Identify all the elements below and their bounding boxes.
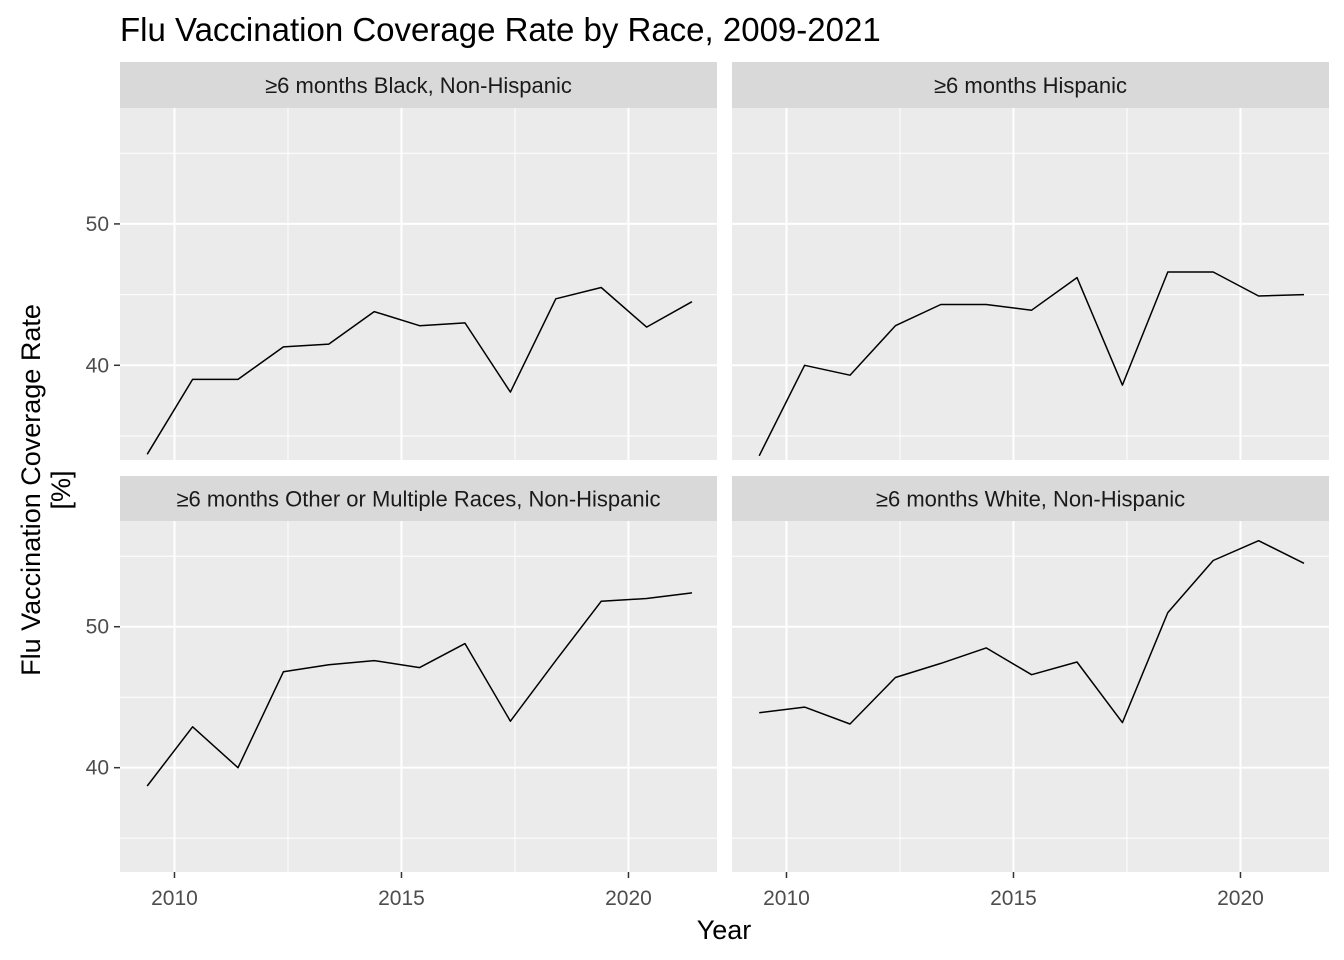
series-line [146, 592, 693, 787]
series-line [758, 271, 1305, 457]
axes-layer: 40 50 40 50 2010 2015 2020 2010 2015 2020 [86, 213, 1264, 910]
x-tick-label: 2010 [763, 887, 810, 910]
panels-layer: ≥6 months Black, Non-Hispanic ≥6 months H… [120, 62, 1329, 872]
chart-title: Flu Vaccination Coverage Rate by Race, 2… [120, 11, 881, 48]
panel-strip [120, 62, 717, 108]
panel-2: ≥6 months Hispanic [732, 62, 1329, 460]
series-line [146, 286, 693, 455]
y-tick-label: 50 [86, 213, 109, 236]
panel-4: ≥6 months White, Non-Hispanic [732, 476, 1329, 872]
panel-strip [120, 476, 717, 521]
panel-background [732, 108, 1329, 460]
y-tick-label: 40 [86, 354, 109, 377]
y-axis-title: Flu Vaccination Coverage Rate [%] [16, 304, 76, 676]
y-tick-label: 40 [86, 757, 109, 780]
x-tick-label: 2020 [605, 887, 652, 910]
panel-background [120, 521, 717, 872]
panel-background [732, 521, 1329, 872]
y-tick-label: 50 [86, 616, 109, 639]
y-axis-title-line-1: Flu Vaccination Coverage Rate [16, 304, 46, 676]
x-tick-label: 2010 [151, 887, 198, 910]
panel-3: ≥6 months Other or Multiple Races, Non-H… [120, 476, 717, 872]
x-axis-title: Year [697, 915, 752, 945]
panel-strip-label: ≥6 months White, Non-Hispanic [876, 487, 1185, 512]
panel-strip-label: ≥6 months Other or Multiple Races, Non-H… [176, 487, 660, 512]
panel-strip [732, 62, 1329, 108]
panel-strip-label: ≥6 months Black, Non-Hispanic [265, 73, 572, 98]
x-tick-label: 2015 [990, 887, 1037, 910]
y-axis-title-line-2: [%] [46, 470, 76, 509]
panel-strip [732, 476, 1329, 521]
x-tick-label: 2020 [1217, 887, 1264, 910]
panel-strip-label: ≥6 months Hispanic [934, 73, 1127, 98]
x-tick-label: 2015 [378, 887, 425, 910]
panel-background [120, 108, 717, 460]
panel-1: ≥6 months Black, Non-Hispanic [120, 62, 717, 460]
series-line [759, 539, 1305, 725]
